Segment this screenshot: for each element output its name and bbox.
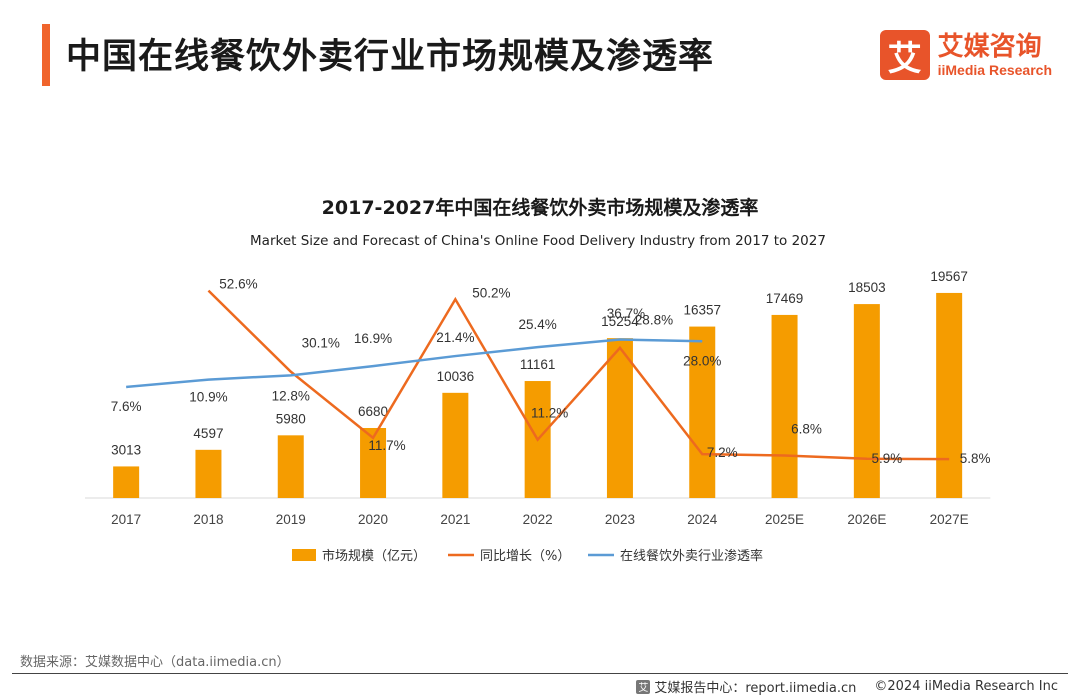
growth-label-2019: 30.1%	[302, 336, 340, 351]
x-tick-label-2024: 2024	[687, 512, 718, 527]
growth-label-2025E: 6.8%	[791, 422, 822, 437]
penetration-label-2018: 10.9%	[189, 390, 227, 405]
x-tick-label-2026E: 2026E	[847, 512, 886, 527]
growth-label-2021: 50.2%	[472, 285, 510, 300]
penetration-label-2023: 28.8%	[635, 312, 673, 327]
footer-divider	[12, 673, 1068, 674]
penetration-label-2024: 28.0%	[683, 353, 721, 368]
bar-market-size-2023	[606, 338, 633, 498]
bar-market-size-2019	[277, 435, 304, 498]
bar-market-size-2024	[689, 326, 716, 498]
brand-logo: 艾 艾媒咨询 iiMedia Research	[879, 28, 1052, 82]
bar-market-size-2025E	[771, 314, 798, 498]
penetration-label-2020: 16.9%	[354, 331, 392, 346]
x-tick-label-2020: 2020	[358, 512, 388, 527]
x-tick-label-2019: 2019	[276, 512, 306, 527]
chart-legend: 市场规模（亿元） 同比增长（%） 在线餐饮外卖行业渗透率	[292, 548, 763, 564]
copyright-text: ©2024 iiMedia Research Inc	[874, 679, 1058, 694]
penetration-label-2022: 25.4%	[519, 317, 557, 332]
logo-text: 艾媒咨询 iiMedia Research	[938, 32, 1052, 78]
bar-market-size-2026E	[853, 304, 880, 498]
bar-value-label-2019: 5980	[276, 411, 306, 426]
penetration-label-2019: 12.8%	[272, 388, 310, 403]
bar-market-size-2027E	[936, 292, 963, 498]
growth-label-2024: 7.2%	[707, 445, 738, 460]
title-accent-bar	[42, 24, 50, 86]
chart-title: 2017-2027年中国在线餐饮外卖市场规模及渗透率	[322, 196, 759, 219]
bar-value-label-2024: 16357	[683, 303, 721, 318]
bar-value-label-2023: 15254	[601, 314, 639, 329]
bar-value-label-2027E: 19567	[930, 269, 968, 284]
bar-value-label-2017: 3013	[111, 442, 141, 457]
growth-label-2026E: 5.9%	[871, 451, 902, 466]
growth-label-2027E: 5.8%	[960, 451, 991, 466]
bar-value-label-2021: 10036	[437, 369, 475, 384]
x-tick-label-2023: 2023	[605, 512, 635, 527]
chart-subtitle: Market Size and Forecast of China's Onli…	[250, 233, 826, 249]
logo-name-en: iiMedia Research	[937, 62, 1052, 78]
x-tick-label-2022: 2022	[523, 512, 553, 527]
bar-value-label-2025E: 17469	[766, 291, 804, 306]
bar-market-size-2017	[113, 466, 140, 498]
x-tick-label-2018: 2018	[193, 512, 223, 527]
bar-value-label-2020: 6680	[358, 404, 388, 419]
plot-area: 3013 2017 4597 2018 5980 2019 6680 2020 10036 202…	[85, 269, 991, 527]
bar-value-label-2026E: 18503	[848, 280, 886, 295]
page-footer: 艾 艾媒报告中心：report.iimedia.cn ©2024 iiMedia…	[636, 677, 1058, 696]
bar-market-size-2021	[442, 392, 469, 498]
growth-rate-line	[207, 289, 950, 461]
legend-label-market-size: 市场规模（亿元）	[322, 548, 426, 564]
penetration-label-2017: 7.6%	[111, 399, 142, 414]
logo-mark-icon: 艾	[879, 30, 930, 80]
bar-market-size-2020	[360, 427, 387, 498]
bar-value-label-2018: 4597	[193, 426, 223, 441]
x-tick-label-2025E: 2025E	[765, 512, 804, 527]
penetration-rate-line	[126, 338, 703, 389]
x-tick-label-2017: 2017	[111, 512, 141, 527]
data-source-note: 数据来源：艾媒数据中心（data.iimedia.cn）	[20, 655, 290, 670]
report-center: 艾 艾媒报告中心：report.iimedia.cn	[636, 677, 856, 696]
x-tick-label-2021: 2021	[440, 512, 470, 527]
logo-name-cn: 艾媒咨询	[937, 32, 1042, 62]
legend-label-penetration: 在线餐饮外卖行业渗透率	[620, 548, 763, 564]
penetration-label-2021: 21.4%	[436, 330, 474, 345]
iimedia-logo-icon: 艾	[636, 679, 651, 694]
legend-label-growth: 同比增长（%）	[480, 549, 570, 564]
x-tick-label-2027E: 2027E	[930, 512, 969, 527]
growth-label-2020: 11.7%	[368, 438, 405, 453]
growth-label-2018: 52.6%	[219, 277, 257, 292]
report-center-link[interactable]: 艾媒报告中心：report.iimedia.cn	[654, 681, 857, 696]
growth-label-2022: 11.2%	[531, 406, 568, 421]
bar-market-size-2018	[195, 449, 222, 498]
bar-value-label-2022: 11161	[520, 357, 556, 372]
growth-label-2023: 36.7%	[607, 306, 645, 321]
page-title: 中国在线餐饮外卖行业市场规模及渗透率	[66, 37, 715, 77]
legend-swatch-market-size	[292, 549, 316, 561]
